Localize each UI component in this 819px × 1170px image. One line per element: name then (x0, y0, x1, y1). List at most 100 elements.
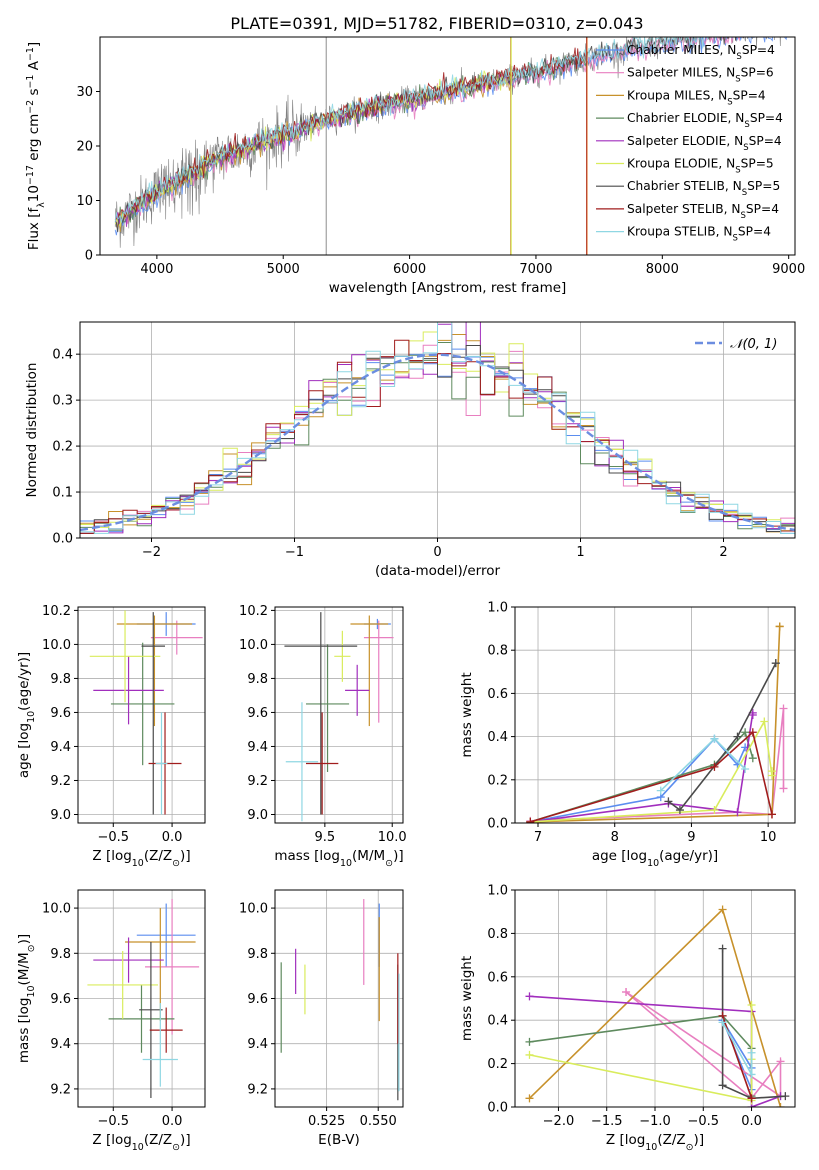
x-tick-label: 0.550 (360, 1114, 397, 1129)
y-axis-label: mass weight (459, 956, 475, 1041)
weight-marker (526, 817, 535, 823)
weight-line (530, 626, 781, 823)
errorbar-point-9 (155, 712, 168, 815)
weight-marker (718, 944, 727, 953)
y-tick-label: 0.2 (487, 1057, 508, 1072)
y-tick-label: 9.6 (50, 992, 71, 1007)
weight-marker (525, 992, 534, 1001)
y-tick-label: 10 (76, 194, 93, 209)
y-tick-label: 0.2 (52, 440, 73, 455)
errorbar-point-2 (150, 620, 203, 655)
plot-area (284, 612, 394, 822)
weight-series-3 (526, 622, 784, 823)
weight-marker (747, 1094, 756, 1103)
weight-marker (748, 728, 757, 737)
x-tick-label: 6000 (393, 262, 426, 277)
y-tick-label: 0.2 (487, 773, 508, 788)
panel-age_vs_mass: 9.5 10.0 9.0 9.2 9.4 9.6 9.8 10.0 10.2 mass [log1… (239, 604, 407, 869)
weight-marker (760, 717, 769, 726)
x-tick-label: 0.0 (162, 1114, 183, 1129)
panel-age_vs_Z: −0.5 0.0 9.0 9.2 9.4 9.6 9.8 10.0 10.2 Z [log10(Z… (16, 604, 206, 869)
weight-series-4 (526, 728, 757, 823)
x-tick-label: 7 (534, 830, 542, 845)
y-tick-label: 9.6 (247, 706, 268, 721)
errorbar-point-7 (284, 612, 358, 815)
weight-marker (771, 659, 780, 668)
y-tick-label: 9.6 (247, 992, 268, 1007)
x-tick-label: 2 (719, 545, 727, 560)
y-tick-label: 0.4 (52, 348, 73, 363)
y-axis-label: Normed distribution (24, 363, 40, 498)
y-tick-label: 10.0 (239, 902, 268, 917)
errorbar-point-1 (136, 903, 196, 967)
legend-entry: Kroupa ELODIE, NSSP=5 (627, 157, 774, 176)
y-tick-label: 20 (76, 140, 93, 155)
weight-marker (656, 786, 665, 795)
weight-marker (741, 765, 750, 773)
errorbar-point-3 (350, 615, 389, 727)
weight-marker (741, 728, 750, 737)
weight-marker (767, 767, 776, 776)
x-tick-label: 9 (687, 830, 695, 845)
weight-marker (779, 784, 788, 793)
errorbar-point-4 (110, 642, 175, 766)
legend-entry: Kroupa MILES, NSSP=4 (627, 88, 766, 107)
x-tick-label: 4000 (140, 262, 173, 277)
y-axis-label: mass [log10(M/M⊙)] (16, 934, 37, 1063)
errorbar-point-9 (142, 1003, 178, 1087)
y-tick-label: 0.1 (52, 486, 73, 501)
weight-marker (776, 1057, 785, 1066)
x-axis-label: Z [log10(Z/Z⊙)] (92, 848, 190, 869)
y-tick-label: 0.8 (487, 644, 508, 659)
plot-area (89, 610, 203, 815)
weight-marker (710, 806, 719, 815)
x-tick-label: −1.5 (591, 1114, 623, 1129)
x-tick-label: −2.0 (543, 1114, 575, 1129)
y-tick-label: 9.2 (50, 774, 71, 789)
legend-entry: Chabrier ELODIE, NSSP=4 (627, 111, 783, 130)
x-tick-label: 9000 (772, 262, 805, 277)
plot-area (525, 905, 790, 1107)
model-spectrum-8 (114, 47, 587, 221)
errorbar-point-5 (345, 664, 370, 716)
weight-series-3 (525, 905, 785, 1107)
weight-marker (781, 1092, 790, 1101)
errorbar-point-6 (334, 630, 351, 682)
weight-marker (525, 1094, 534, 1103)
y-tick-label: 10.2 (239, 604, 268, 619)
x-tick-label: 10 (760, 830, 777, 845)
y-tick-label: 9.2 (247, 774, 268, 789)
weight-series-9 (656, 734, 750, 795)
errorbar-point-3 (116, 615, 193, 727)
weight-series-5 (526, 708, 757, 823)
errorbar-point-7 (141, 612, 166, 815)
plot-area (80, 322, 795, 534)
x-tick-label: 1 (576, 545, 584, 560)
weight-marker (775, 622, 784, 631)
errorbar-point-6 (89, 610, 161, 703)
errorbar-point-2 (363, 620, 394, 723)
y-tick-label: 9.0 (50, 808, 71, 823)
weight-marker (525, 1037, 534, 1046)
histogram-9 (80, 322, 795, 534)
errorbar-point-9 (285, 702, 319, 822)
x-tick-label: −0.5 (97, 1114, 129, 1129)
model-spectrum-6 (114, 70, 512, 228)
legend-entry: Salpeter ELODIE, NSSP=4 (627, 134, 782, 153)
y-tick-label: 9.8 (247, 947, 268, 962)
panel-mass_vs_Z: −0.5 0.0 9.2 9.4 9.6 9.8 10.0 Z [log10(Z/Z⊙)] ma… (16, 889, 206, 1153)
weight-series-7 (664, 659, 780, 815)
x-axis-label: (data-model)/error (375, 563, 501, 579)
y-tick-label: 0.6 (487, 687, 508, 702)
y-tick-label: 0.0 (487, 1101, 508, 1116)
weight-marker (747, 1070, 756, 1079)
errorbar-point-7 (139, 941, 163, 1098)
x-tick-label: −1 (285, 545, 304, 560)
weight-series-9 (718, 1018, 756, 1079)
errorbar-point-4 (305, 644, 350, 772)
y-tick-label: 0.3 (52, 394, 73, 409)
legend: Chabrier MILES, NSSP=4 Salpeter MILES, NS… (596, 43, 783, 244)
x-tick-label: 0.0 (741, 1114, 762, 1129)
x-tick-label: −1.0 (639, 1114, 671, 1129)
weight-marker (718, 1018, 727, 1027)
